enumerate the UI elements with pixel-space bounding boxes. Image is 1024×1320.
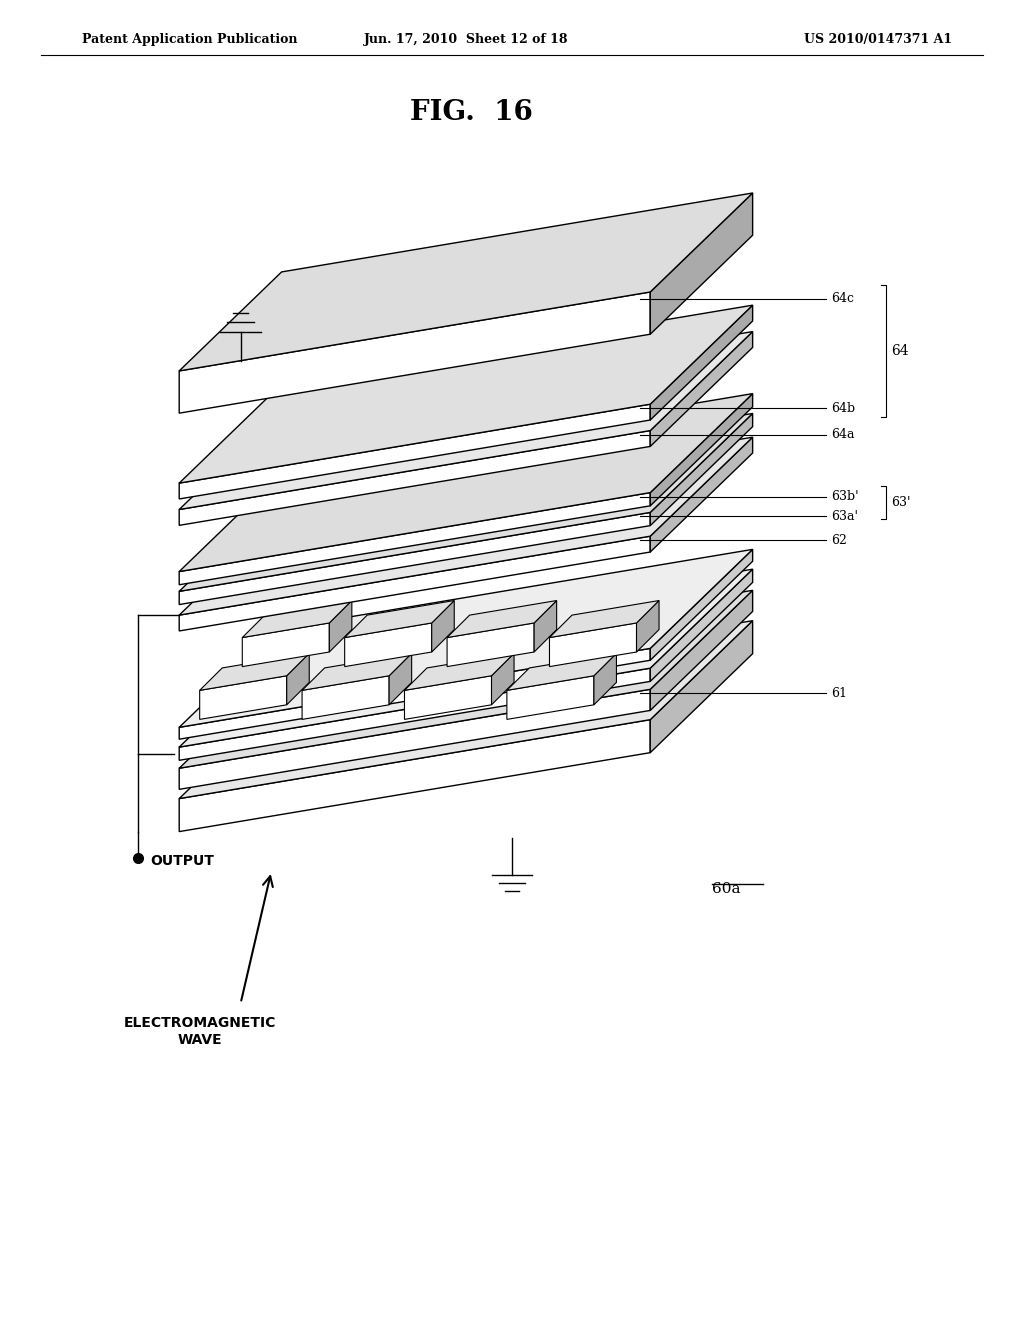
Polygon shape [535, 601, 557, 652]
Polygon shape [650, 549, 753, 660]
Text: FIG.  16: FIG. 16 [410, 99, 532, 125]
Text: 64b: 64b [831, 401, 856, 414]
Polygon shape [179, 430, 650, 525]
Polygon shape [302, 653, 412, 690]
Polygon shape [200, 676, 287, 719]
Polygon shape [650, 437, 753, 552]
Polygon shape [650, 331, 753, 446]
Text: 63': 63' [891, 496, 910, 510]
Polygon shape [550, 623, 637, 667]
Polygon shape [550, 601, 659, 638]
Polygon shape [179, 620, 753, 799]
Polygon shape [447, 623, 535, 667]
Polygon shape [179, 492, 650, 585]
Text: 61: 61 [831, 686, 848, 700]
Polygon shape [200, 653, 309, 690]
Polygon shape [492, 653, 514, 705]
Polygon shape [179, 331, 753, 510]
Polygon shape [179, 413, 753, 591]
Polygon shape [179, 404, 650, 499]
Polygon shape [650, 305, 753, 420]
Text: 64: 64 [891, 345, 908, 359]
Polygon shape [179, 569, 753, 747]
Text: Patent Application Publication: Patent Application Publication [82, 33, 297, 46]
Text: 60a: 60a [712, 882, 740, 896]
Polygon shape [330, 601, 352, 652]
Polygon shape [179, 393, 753, 572]
Polygon shape [179, 689, 650, 789]
Polygon shape [447, 601, 557, 638]
Polygon shape [404, 676, 492, 719]
Polygon shape [345, 623, 432, 667]
Polygon shape [302, 676, 389, 719]
Polygon shape [432, 601, 455, 652]
Text: US 2010/0147371 A1: US 2010/0147371 A1 [804, 33, 952, 46]
Polygon shape [287, 653, 309, 705]
Polygon shape [650, 569, 753, 681]
Polygon shape [179, 512, 650, 605]
Polygon shape [389, 653, 412, 705]
Polygon shape [179, 719, 650, 832]
Text: ELECTROMAGNETIC
WAVE: ELECTROMAGNETIC WAVE [124, 1016, 275, 1047]
Text: 64a: 64a [831, 428, 855, 441]
Text: OUTPUT: OUTPUT [151, 854, 214, 867]
Polygon shape [179, 193, 753, 371]
Polygon shape [179, 437, 753, 615]
Polygon shape [243, 623, 330, 667]
Polygon shape [650, 590, 753, 710]
Polygon shape [179, 549, 753, 727]
Polygon shape [650, 620, 753, 752]
Polygon shape [404, 653, 514, 690]
Polygon shape [179, 648, 650, 739]
Polygon shape [637, 601, 659, 652]
Polygon shape [507, 653, 616, 690]
Polygon shape [179, 590, 753, 768]
Polygon shape [650, 193, 753, 334]
Polygon shape [243, 601, 352, 638]
Polygon shape [650, 393, 753, 506]
Text: 63a': 63a' [831, 510, 858, 523]
Polygon shape [179, 668, 650, 760]
Polygon shape [179, 292, 650, 413]
Polygon shape [179, 305, 753, 483]
Polygon shape [507, 676, 594, 719]
Text: 63b': 63b' [831, 490, 859, 503]
Text: 64c: 64c [831, 292, 854, 305]
Polygon shape [650, 413, 753, 525]
Text: Jun. 17, 2010  Sheet 12 of 18: Jun. 17, 2010 Sheet 12 of 18 [364, 33, 568, 46]
Polygon shape [179, 536, 650, 631]
Polygon shape [594, 653, 616, 705]
Text: 62: 62 [831, 533, 848, 546]
Polygon shape [345, 601, 455, 638]
